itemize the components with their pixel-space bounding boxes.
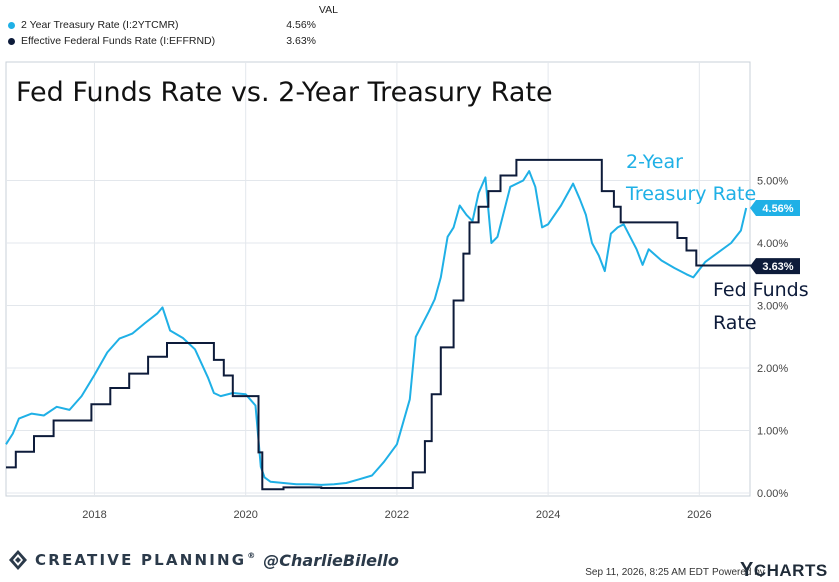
last-value-badge-fed-funds-label: 3.63% — [762, 261, 793, 273]
x-axis-ticks: 2018 2020 2022 2024 2026 — [82, 509, 711, 521]
ycharts-logo[interactable]: YCHARTS — [740, 559, 828, 581]
legend-label: 2 Year Treasury Rate (I:2YTCMR) — [21, 19, 179, 31]
y-tick-label: 3.00% — [757, 301, 788, 313]
powered-by-label: Powered by — [712, 567, 765, 578]
series-line-2y-treasury — [5, 170, 748, 486]
x-tick-label: 2024 — [536, 509, 560, 521]
chart-title: Fed Funds Rate vs. 2-Year Treasury Rate — [16, 77, 553, 108]
y-tick-label: 2.00% — [757, 363, 788, 375]
y-tick-label: 5.00% — [757, 176, 788, 188]
timestamp: Sep 11, 2026, 8:25 AM EDT — [585, 567, 709, 578]
series-dot-icon — [8, 37, 15, 45]
plot-area-border — [5, 61, 751, 497]
x-tick-label: 2018 — [82, 509, 106, 521]
y-tick-label: 4.00% — [757, 238, 788, 250]
y-tick-label: 1.00% — [757, 426, 788, 438]
twitter-handle[interactable]: @CharlieBilello — [263, 550, 399, 570]
creative-planning-logo-icon — [9, 550, 27, 570]
annotations: 2-Year Treasury Rate Fed Funds Rate — [625, 151, 809, 334]
brand: CREATIVE PLANNING® @CharlieBilello — [8, 549, 399, 571]
x-tick-label: 2026 — [687, 509, 711, 521]
series-line-fed-funds — [6, 158, 751, 491]
last-value-badge-fed-funds — [750, 258, 800, 275]
annotation-2y-treasury: 2-Year — [626, 151, 683, 173]
legend-item-fed-funds[interactable]: Effective Federal Funds Rate (I:EFFRND) … — [8, 35, 316, 47]
y-axis-ticks: 0.00% 1.00% 2.00% 3.00% 4.00% 5.00% — [757, 176, 788, 501]
brand-name: CREATIVE PLANNING® — [35, 551, 256, 569]
x-tick-label: 2020 — [233, 509, 257, 521]
annotation-fed-funds: Fed Funds — [713, 279, 809, 301]
legend-value-header: VAL — [318, 4, 338, 16]
footer: CREATIVE PLANNING® @CharlieBilello Sep 1… — [0, 545, 839, 582]
series-dot-icon — [8, 21, 15, 29]
x-tick-label: 2022 — [385, 509, 409, 521]
y-tick-label: 0.00% — [757, 488, 788, 500]
line-chart: Fed Funds Rate vs. 2-Year Treasury Rate … — [5, 61, 809, 521]
legend-value: 3.63% — [286, 35, 316, 47]
annotation-fed-funds: Rate — [713, 312, 757, 334]
series-layer: 4.56% 3.63% — [5, 158, 800, 491]
last-value-badge-2y — [750, 200, 800, 216]
last-value-badge-2y-label: 4.56% — [762, 203, 793, 215]
grid-lines — [6, 62, 750, 496]
legend-value: 4.56% — [286, 19, 316, 31]
legend-label: Effective Federal Funds Rate (I:EFFRND) — [21, 35, 216, 47]
annotation-2y-treasury: Treasury Rate — [625, 183, 756, 205]
legend-item-2y-treasury[interactable]: 2 Year Treasury Rate (I:2YTCMR) 4.56% — [8, 19, 316, 31]
